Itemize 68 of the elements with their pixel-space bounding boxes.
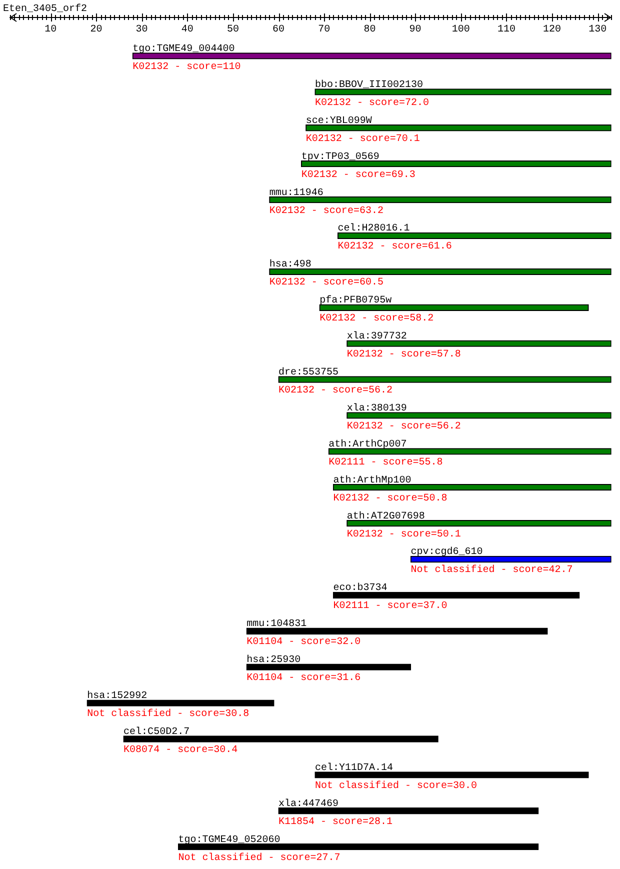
y-tick-label: hsa:25930 [246, 654, 301, 666]
annotation: K02132 - score=70.1 [306, 134, 420, 145]
annotation: K08074 - score=30.4 [124, 744, 238, 756]
y-tick-label: dre:553755 [278, 366, 339, 379]
chart-title: Eten_3405_orf2 [3, 3, 88, 15]
annotation: K02132 - score=56.2 [278, 386, 393, 397]
annotation: K02132 - score=63.2 [269, 206, 384, 217]
x-tick-label: 20 [90, 24, 102, 36]
annotation: K02132 - score=60.5 [269, 278, 384, 289]
bar [246, 628, 548, 634]
y-tick-label: sce:YBL099W [306, 116, 372, 127]
y-tick-label: xla:380139 [346, 402, 407, 414]
annotation: K02132 - score=50.8 [333, 493, 448, 504]
annotation: K02132 - score=72.0 [315, 98, 430, 109]
bar [123, 736, 438, 742]
x-tick-label: 30 [136, 24, 148, 36]
x-tick-label: 60 [272, 24, 285, 36]
y-tick-label: cel:H28016.1 [338, 222, 410, 235]
x-tick-label: 90 [409, 24, 422, 36]
bar [86, 700, 274, 706]
y-tick-label: cel:Y11D7A.14 [315, 762, 394, 774]
annotation: K02132 - score=57.8 [346, 350, 461, 361]
y-tick-label: xla:397732 [346, 330, 407, 343]
annotation: K01104 - score=31.6 [246, 673, 361, 684]
annotation: Not classified - score=30.0 [315, 780, 478, 792]
annotation: K02111 - score=55.8 [328, 457, 443, 468]
annotation: K11854 - score=28.1 [278, 816, 393, 828]
x-tick-label: 50 [226, 24, 239, 36]
annotation: K02132 - score=50.1 [346, 529, 461, 540]
annotation: K02132 - score=69.3 [301, 170, 416, 181]
y-tick-label: tgo:TGME49_052060 [178, 834, 280, 846]
annotation: K02132 - score=61.6 [338, 242, 452, 253]
bar [246, 664, 412, 670]
x-tick-label: 100 [452, 24, 470, 36]
y-tick-label: cel:C50D2.7 [124, 726, 190, 738]
annotation: K02132 - score=110 [132, 62, 241, 73]
x-tick-label: 120 [543, 24, 562, 36]
y-tick-label: bbo:BBOV_III002130 [315, 78, 424, 91]
y-tick-label: hsa:498 [269, 258, 312, 271]
bar [278, 808, 539, 814]
bar [314, 772, 589, 778]
annotation: K02132 - score=58.2 [320, 314, 434, 325]
y-tick-label: tpv:TP03_0569 [301, 152, 380, 163]
y-tick-label: eco:b3734 [333, 582, 388, 594]
y-tick-label: ath:ArthCp007 [328, 438, 407, 450]
y-tick-label: mmu:11946 [269, 188, 324, 199]
annotation: Not classified - score=30.8 [87, 708, 250, 720]
x-tick-label: 40 [181, 24, 194, 36]
y-tick-label: xla:447469 [278, 798, 339, 810]
y-tick-label: hsa:152992 [87, 690, 148, 702]
annotation: K02132 - score=56.2 [346, 421, 461, 432]
y-tick-label: tgo:TGME49_004400 [132, 44, 235, 55]
y-tick-label: cpv:cgd6_610 [410, 546, 483, 558]
x-tick-label: 80 [364, 24, 376, 36]
annotation: Not classified - score=27.7 [178, 852, 340, 864]
annotation: K02111 - score=37.0 [333, 601, 448, 612]
annotation: K01104 - score=32.0 [246, 637, 361, 648]
y-tick-label: ath:ArthMp100 [333, 474, 412, 486]
bar [332, 592, 580, 599]
x-tick-label: 110 [497, 24, 516, 36]
bar [178, 843, 539, 850]
x-tick-label: 70 [318, 24, 330, 36]
y-tick-label: ath:AT2G07698 [346, 510, 425, 522]
y-tick-label: mmu:104831 [246, 619, 307, 630]
annotation: Not classified - score=42.7 [410, 564, 573, 576]
x-tick-label: 10 [44, 24, 57, 36]
x-tick-label: 130 [588, 24, 607, 36]
y-tick-label: pfa:PFB0795w [320, 294, 392, 307]
